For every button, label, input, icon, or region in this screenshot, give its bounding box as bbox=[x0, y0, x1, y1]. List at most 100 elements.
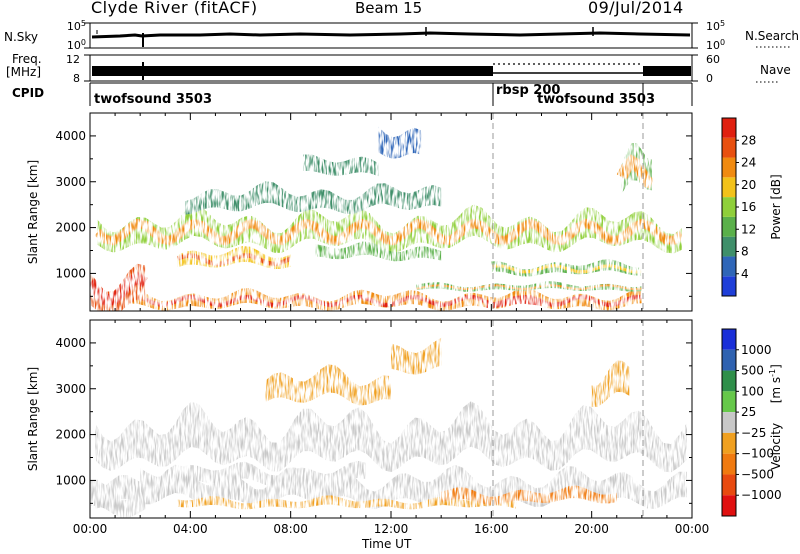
scatter-core-1 bbox=[94, 218, 685, 246]
power-colorbar-tick-label: 12 bbox=[741, 222, 756, 236]
scatter-core-10 bbox=[616, 154, 654, 189]
y-tick-label: 1000 bbox=[55, 266, 86, 280]
power-colorbar-swatch bbox=[722, 276, 736, 296]
nsearch-label: N.Search bbox=[745, 29, 800, 43]
power-colorbar-tick-label: 8 bbox=[741, 245, 749, 259]
scatter-band-3 bbox=[265, 364, 391, 406]
velocity-colorbar-swatch bbox=[722, 495, 736, 516]
beam-label: Beam 15 bbox=[355, 0, 423, 17]
power-colorbar-tick-label: 4 bbox=[741, 267, 749, 281]
velocity-colorbar-tick-label: 25 bbox=[741, 405, 756, 419]
scatter-band-2 bbox=[185, 181, 442, 215]
power-data bbox=[90, 126, 685, 311]
cpid-strip bbox=[89, 82, 693, 106]
y-tick-label: 4000 bbox=[55, 336, 86, 350]
x-axis-label: Time UT bbox=[362, 537, 412, 551]
scatter-core-6 bbox=[415, 284, 642, 291]
velocity-colorbar-tick-label: −25 bbox=[741, 426, 766, 440]
x-tick-label: 12:00 bbox=[374, 522, 409, 536]
y-axis-title: Slant Range [km] bbox=[26, 367, 40, 471]
y-tick-label: 2000 bbox=[55, 428, 86, 442]
x-tick-label: 08:00 bbox=[273, 522, 308, 536]
power-colorbar-swatch bbox=[722, 216, 736, 237]
x-tick-label: 00:00 bbox=[73, 522, 108, 536]
freq-tick-top: 12 bbox=[66, 53, 80, 66]
nsearch-tick-bottom: 100 bbox=[706, 38, 725, 52]
power-colorbar-tick-label: 16 bbox=[741, 200, 756, 214]
power-colorbar-tick-label: 24 bbox=[741, 156, 756, 170]
velocity-colorbar-frame bbox=[721, 328, 737, 517]
nave-tick-bottom: 0 bbox=[706, 72, 713, 85]
power-colorbar-label: Power [dB] bbox=[769, 174, 783, 239]
scatter-band-5 bbox=[177, 495, 517, 510]
scatter-band-1 bbox=[95, 401, 687, 473]
freq-strip bbox=[89, 54, 693, 82]
power-colorbar-swatch bbox=[722, 256, 736, 277]
x-tick-label: 20:00 bbox=[574, 522, 609, 536]
velocity-data bbox=[90, 337, 687, 518]
velocity-colorbar-label: Velocity [m s-1] bbox=[768, 364, 783, 470]
scatter-core-9 bbox=[486, 298, 542, 306]
velocity-colorbar-tick-label: 500 bbox=[741, 364, 764, 378]
power-colorbar-swatch bbox=[722, 137, 736, 158]
velocity-colorbar-swatch bbox=[722, 370, 736, 392]
scatter-band-1 bbox=[97, 204, 682, 254]
power-colorbar-swatch bbox=[722, 197, 736, 217]
velocity-colorbar-tick-label: −100 bbox=[741, 447, 774, 461]
x-tick-label: 16:00 bbox=[474, 522, 509, 536]
velocity-colorbar-tick-label: 1000 bbox=[741, 343, 772, 357]
scatter-band-11 bbox=[303, 154, 379, 177]
velocity-colorbar-tick-label: 100 bbox=[741, 384, 764, 398]
nsky-trace bbox=[91, 31, 691, 39]
velocity-colorbar-swatch bbox=[722, 329, 736, 350]
scatter-band-8 bbox=[140, 460, 366, 488]
velocity-colorbar-swatch bbox=[722, 391, 736, 413]
y-axis-title: Slant Range [km] bbox=[26, 160, 40, 264]
y-tick-label: 3000 bbox=[55, 175, 86, 189]
nave-tick-top: 60 bbox=[706, 53, 720, 66]
velocity-colorbar-swatch bbox=[722, 412, 736, 433]
cpid-label: CPID bbox=[12, 86, 45, 100]
y-tick-label: 1000 bbox=[55, 473, 86, 487]
scatter-band-6 bbox=[441, 485, 617, 505]
scatter-core-3 bbox=[177, 253, 292, 267]
x-tick-label: 04:00 bbox=[173, 522, 208, 536]
y-tick-label: 4000 bbox=[55, 129, 86, 143]
nave-label: Nave bbox=[760, 63, 791, 77]
velocity-colorbar-swatch bbox=[722, 453, 736, 475]
cpid-segment-label-1: twofsound 3503 bbox=[94, 92, 213, 107]
power-colorbar-swatch bbox=[722, 118, 736, 138]
power-colorbar-swatch bbox=[722, 177, 736, 198]
freq-tick-bottom: 8 bbox=[73, 72, 80, 85]
power-colorbar-tick-label: 28 bbox=[741, 133, 756, 147]
power-colorbar-tick-label: 20 bbox=[741, 178, 756, 192]
power-colorbar-swatch bbox=[722, 157, 736, 178]
scatter-band-4 bbox=[315, 241, 442, 262]
y-tick-label: 3000 bbox=[55, 382, 86, 396]
scatter-band-12 bbox=[378, 126, 422, 159]
scatter-band-7 bbox=[90, 479, 146, 518]
scatter-band-9 bbox=[591, 360, 630, 407]
scatter-core-8 bbox=[90, 271, 148, 306]
date-label: 09/Jul/2014 bbox=[588, 0, 684, 17]
nsky-label: N.Sky bbox=[4, 30, 39, 44]
cpid-segment-label-3: twofsound 3503 bbox=[537, 92, 656, 107]
nsky-strip bbox=[89, 22, 693, 49]
power-panel bbox=[89, 112, 693, 312]
velocity-panel bbox=[89, 319, 693, 519]
velocity-colorbar-tick-label: −500 bbox=[741, 467, 774, 481]
freq-label-line1: Freq. bbox=[12, 52, 42, 66]
freq-label-line2: [MHz] bbox=[6, 65, 42, 79]
velocity-colorbar-swatch bbox=[722, 349, 736, 371]
velocity-colorbar-swatch bbox=[722, 432, 736, 454]
scatter-core-5 bbox=[96, 294, 642, 308]
nsky-tick-top: 105 bbox=[67, 19, 86, 33]
cpid-segment-label-2: rbsp 200 bbox=[496, 83, 561, 98]
y-tick-label: 2000 bbox=[55, 221, 86, 235]
power-colorbar-swatch bbox=[722, 236, 736, 257]
scatter-band-4 bbox=[391, 337, 442, 375]
